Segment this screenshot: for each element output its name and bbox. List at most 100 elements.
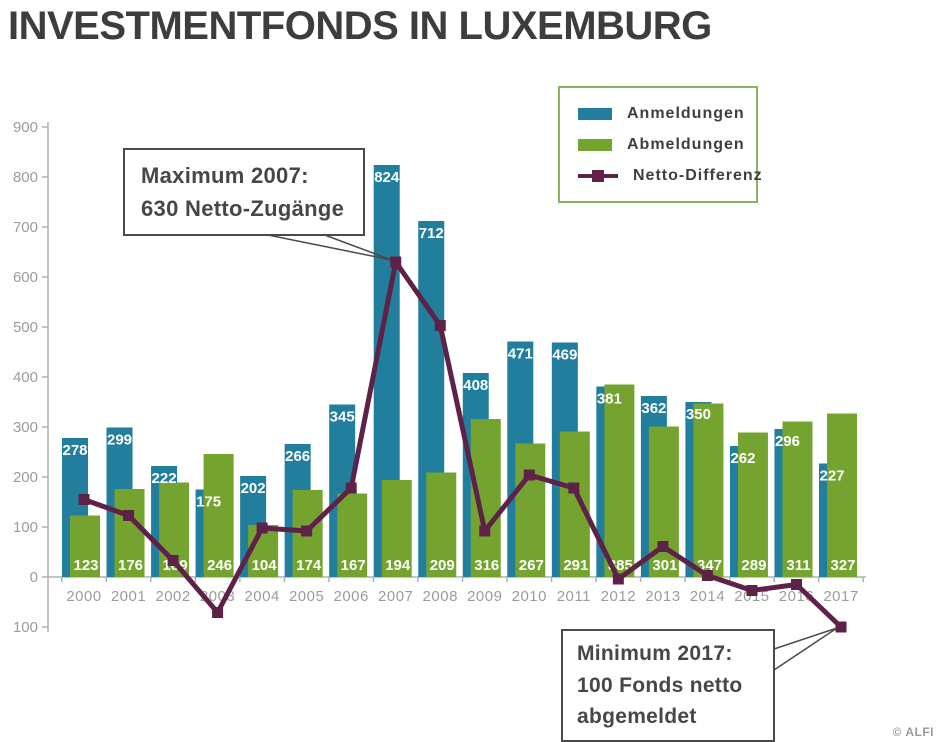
- legend-item-anmeldungen: Anmeldungen: [578, 105, 756, 123]
- chart-title: INVESTMENTFONDS IN LUXEMBURG: [8, 4, 712, 48]
- x-axis-label-2002: 2002: [155, 588, 190, 605]
- netto-differenz-marker-2006: [345, 482, 357, 494]
- bar-label-abmeldungen-2011: 291: [563, 557, 588, 574]
- bar-label-anmeldungen-2000: 278: [62, 442, 87, 459]
- bar-label-anmeldungen-2005: 266: [285, 448, 310, 465]
- bar-label-abmeldungen-2016: 311: [786, 557, 810, 574]
- bar-label-abmeldungen-2005: 174: [296, 557, 322, 574]
- bar-label-abmeldungen-2017: 327: [830, 557, 855, 574]
- annotation-maximum-line1: Maximum 2007:: [141, 163, 309, 188]
- bar-label-abmeldungen-2010: 267: [519, 557, 544, 574]
- bar-abmeldungen-2017: [827, 413, 858, 577]
- netto-differenz-marker-2002: [167, 555, 179, 566]
- bar-label-abmeldungen-2004: 104: [252, 557, 278, 574]
- bar-abmeldungen-2008: [426, 472, 457, 577]
- bar-abmeldungen-2003: [203, 454, 234, 577]
- bar-abmeldungen-2007: [381, 480, 412, 577]
- bar-abmeldungen-2014: [693, 403, 724, 577]
- x-axis-label-2006: 2006: [333, 588, 368, 605]
- bar-label-anmeldungen-2012: 381: [597, 391, 622, 408]
- bar-abmeldungen-2011: [559, 431, 590, 577]
- legend: Anmeldungen Abmeldungen Netto-Differenz: [558, 86, 762, 203]
- x-axis-label-2017: 2017: [823, 588, 858, 605]
- bar-label-abmeldungen-2013: 301: [652, 557, 677, 574]
- y-axis-label: 0: [30, 569, 38, 586]
- netto-differenz-marker-2000: [78, 494, 90, 505]
- bar-label-abmeldungen-2009: 316: [474, 557, 499, 574]
- y-axis-label: 100: [13, 519, 38, 536]
- x-axis-label-2007: 2007: [378, 588, 413, 605]
- y-axis-label: 600: [13, 269, 38, 286]
- bar-label-anmeldungen-2017: 227: [819, 468, 844, 485]
- bar-label-anmeldungen-2004: 202: [241, 480, 266, 497]
- x-axis-label-2011: 2011: [557, 588, 591, 605]
- bar-abmeldungen-2004: [248, 525, 279, 577]
- bar-label-abmeldungen-2008: 209: [430, 557, 455, 574]
- bar-abmeldungen-2016: [782, 421, 813, 577]
- x-axis-label-2013: 2013: [645, 588, 680, 605]
- netto-differenz-marker-2004: [256, 522, 268, 534]
- x-axis-label-2005: 2005: [289, 588, 324, 605]
- annotation-minimum-line1: Minimum 2017:: [577, 642, 733, 665]
- bar-label-anmeldungen-2002: 222: [152, 470, 177, 487]
- legend-label-netto-differenz: Netto-Differenz: [633, 166, 763, 184]
- bar-label-anmeldungen-2015: 262: [730, 450, 755, 467]
- x-axis-label-2008: 2008: [423, 588, 458, 605]
- netto-differenz-marker-2012: [612, 573, 624, 585]
- bar-abmeldungen-2012: [604, 384, 635, 577]
- y-axis-label: 500: [13, 319, 38, 336]
- bar-label-anmeldungen-2001: 299: [107, 432, 132, 449]
- netto-differenz-marker-2015: [746, 585, 758, 596]
- bar-label-abmeldungen-2007: 194: [385, 557, 411, 574]
- bar-label-anmeldungen-2003: 175: [196, 494, 221, 511]
- netto-differenz-marker-2014: [701, 570, 713, 581]
- bar-abmeldungen-2006: [337, 493, 368, 577]
- annotation-minimum-2017: Minimum 2017: 100 Fonds netto abgemeldet: [561, 629, 775, 742]
- netto-differenz-marker-2008: [434, 320, 446, 331]
- legend-item-netto-differenz: Netto-Differenz: [578, 167, 762, 185]
- y-axis-label: 100: [13, 619, 38, 636]
- y-axis-label: 700: [13, 219, 38, 236]
- x-axis-label-2014: 2014: [690, 588, 725, 605]
- x-axis-label-2012: 2012: [601, 588, 636, 605]
- netto-differenz-marker-2010: [523, 469, 535, 481]
- netto-differenz-marker-2003: [212, 607, 224, 618]
- max-annotation-leader-line: [321, 233, 392, 261]
- bar-label-abmeldungen-2001: 176: [118, 557, 143, 574]
- y-axis-label: 300: [13, 419, 38, 436]
- netto-differenz-line: [81, 259, 844, 630]
- bar-abmeldungen-2010: [515, 443, 546, 577]
- bar-label-anmeldungen-2008: 712: [419, 225, 444, 242]
- abmeldungen-swatch: [578, 138, 612, 151]
- y-axis-label: 400: [13, 369, 38, 386]
- netto-differenz-marker-2005: [301, 525, 313, 537]
- legend-label-anmeldungen: Anmeldungen: [627, 104, 745, 122]
- netto-differenz-marker-2013: [657, 541, 669, 552]
- x-axis-label-2001: 2001: [111, 588, 146, 605]
- y-axis-label: 200: [13, 469, 38, 486]
- anmeldungen-swatch: [578, 107, 612, 120]
- netto-differenz-marker-2007: [390, 256, 402, 268]
- annotation-minimum-line2: 100 Fonds netto: [577, 673, 743, 697]
- netto-differenz-marker-2016: [790, 579, 802, 590]
- x-axis-label-2004: 2004: [244, 588, 279, 605]
- legend-label-abmeldungen: Abmeldungen: [627, 135, 745, 153]
- bar-label-abmeldungen-2015: 289: [741, 557, 766, 574]
- bar-label-anmeldungen-2016: 296: [775, 433, 800, 450]
- y-axis-label: 800: [13, 169, 38, 186]
- max-annotation-leader-line: [262, 233, 392, 261]
- netto-differenz-line-swatch: [578, 169, 618, 182]
- x-axis-label-2009: 2009: [467, 588, 502, 605]
- bar-label-anmeldungen-2007: 824: [374, 169, 400, 186]
- annotation-maximum-line2: 630 Netto-Zugänge: [141, 196, 345, 221]
- annotation-minimum-line3: abgemeldet: [577, 705, 697, 728]
- netto-differenz-marker-2009: [479, 525, 491, 537]
- annotation-maximum-2007: Maximum 2007: 630 Netto-Zugänge: [123, 148, 365, 236]
- netto-differenz-marker-2011: [568, 482, 580, 494]
- netto-differenz-marker-2017: [835, 621, 847, 633]
- bar-label-anmeldungen-2013: 362: [641, 400, 666, 417]
- min-annotation-leader-line: [767, 627, 838, 652]
- bar-label-anmeldungen-2014: 350: [686, 406, 711, 423]
- min-annotation-leader-line: [767, 627, 838, 675]
